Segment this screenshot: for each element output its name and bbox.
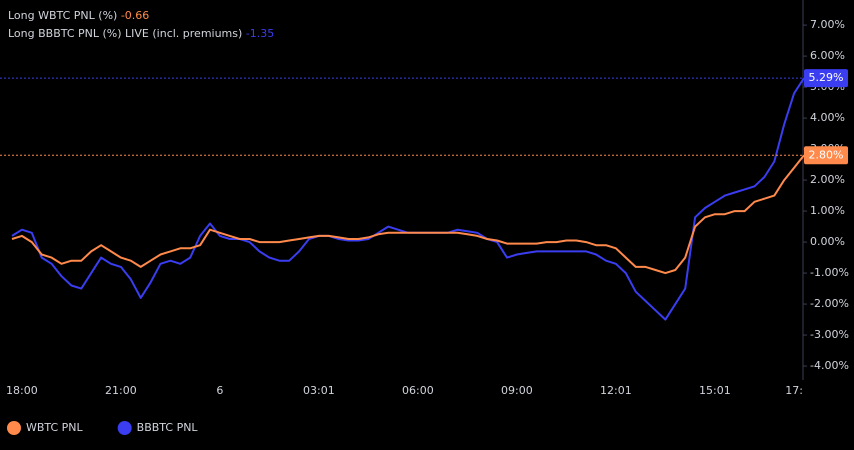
y-tick-label: -3.00%: [810, 328, 849, 341]
y-tick-label: 2.00%: [810, 173, 845, 186]
x-tick-label: 12:01: [600, 384, 632, 397]
x-tick-label: 17:: [785, 384, 803, 397]
x-tick-label: 18:00: [6, 384, 38, 397]
status-value: -1.35: [246, 27, 274, 40]
series-line: [11, 154, 805, 275]
status-text: Long WBTC PNL (%): [8, 9, 117, 22]
x-tick-label: 21:00: [105, 384, 137, 397]
y-tick-label: -2.00%: [810, 297, 849, 310]
x-tick-label: 15:01: [699, 384, 731, 397]
last-value-box: [804, 146, 848, 165]
legend-label: BBBTC PNL: [137, 421, 199, 434]
status-line: Long BBBTC PNL (%) LIVE (incl. premiums)…: [8, 27, 274, 40]
legend-label: WBTC PNL: [26, 421, 84, 434]
status-line: Long WBTC PNL (%) -0.66: [8, 9, 149, 22]
last-value-label: 2.80%: [809, 148, 844, 161]
y-tick-label: 6.00%: [810, 49, 845, 62]
x-tick-label: 06:00: [402, 384, 434, 397]
y-tick-label: 7.00%: [810, 18, 845, 31]
x-tick-label: 09:00: [501, 384, 533, 397]
y-tick-label: -4.00%: [810, 359, 849, 372]
last-value-label: 5.29%: [809, 71, 844, 84]
last-value-box: [804, 69, 848, 88]
y-tick-label: -1.00%: [810, 266, 849, 279]
status-text: Long BBBTC PNL (%) LIVE (incl. premiums): [8, 27, 242, 40]
series-line: [11, 77, 805, 321]
x-tick-label: 03:01: [303, 384, 335, 397]
y-tick-label: 0.00%: [810, 235, 845, 248]
y-tick-label: 4.00%: [810, 111, 845, 124]
x-tick-label: 6: [216, 384, 223, 397]
y-tick-label: 1.00%: [810, 204, 845, 217]
status-value: -0.66: [121, 9, 149, 22]
legend-marker: [7, 421, 21, 435]
legend-marker: [117, 421, 132, 435]
